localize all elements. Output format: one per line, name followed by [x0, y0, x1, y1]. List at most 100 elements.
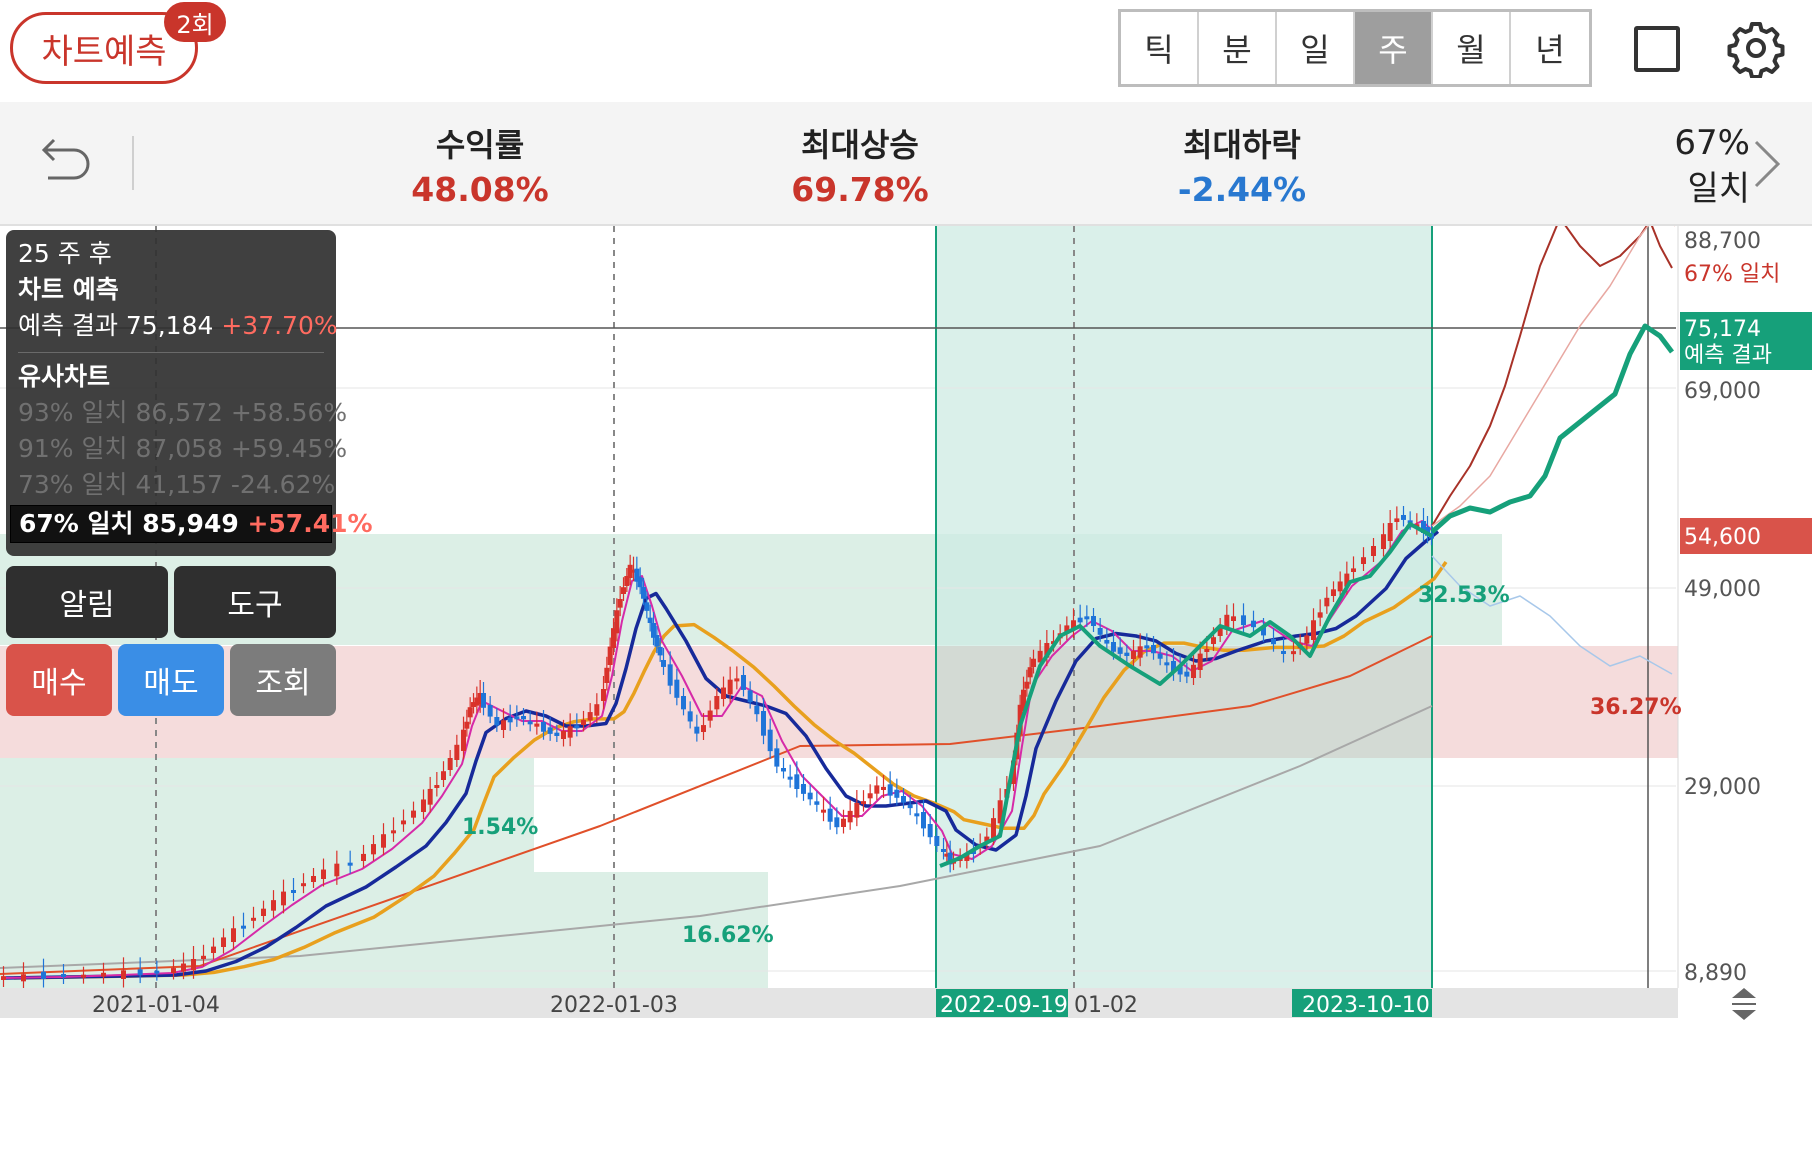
sell-button[interactable]: 매도 — [118, 644, 224, 716]
similar-item[interactable]: 73% 일치 41,157 -24.62% — [18, 467, 335, 503]
x-label-2: 2022-01-03 — [550, 993, 678, 1018]
tools-button[interactable]: 도구 — [174, 566, 336, 638]
stat-max-down: 최대하락 -2.44% — [1112, 120, 1372, 209]
x-label-1: 2021-01-04 — [92, 993, 220, 1018]
chart-canvas: 1.54% 16.62% 32.53% 36.27% 88,700 69,000… — [0, 210, 1812, 1172]
x-axis-area — [0, 988, 1812, 1172]
similar-line-blue — [1431, 555, 1673, 675]
match-tag-bg — [1680, 254, 1812, 290]
y-tick-4: 29,000 — [1684, 775, 1761, 800]
x-label-3: 2022-09-19 — [940, 993, 1068, 1018]
sell-button-label: 매도 — [143, 666, 199, 701]
prediction-result: 예측 결과 75,184 +37.70% — [18, 308, 338, 344]
prediction-line — [1430, 323, 1674, 534]
zone-label-1: 1.54% — [462, 815, 538, 840]
panel-title: 차트 예측 — [18, 275, 119, 304]
y-tick-2: 69,000 — [1684, 379, 1761, 404]
predicted-label-tag: 예측 결과 — [1684, 343, 1772, 368]
stats-bar: 수익률 48.08% 최대상승 69.78% 최대하락 -2.44% 67% 일… — [0, 102, 1812, 226]
top-bar: 차트예측 2회 틱 분 일 주 월 년 — [0, 0, 1812, 102]
similar-line-red — [1431, 217, 1673, 527]
similar-item[interactable]: 93% 일치 86,572 +58.56% — [18, 395, 347, 431]
x-label-start-bg — [936, 989, 1068, 1017]
prediction-info-panel: 25 주 후 차트 예측 예측 결과 75,184 +37.70% 유사차트 9… — [6, 230, 373, 556]
similar-match: 91% 일치 — [18, 434, 128, 463]
ma10-line — [5, 530, 1440, 980]
alert-button-label: 알림 — [59, 588, 115, 623]
result-label: 예측 결과 — [18, 311, 118, 340]
similar-item-selected[interactable]: 67% 일치 85,949 +57.41% — [10, 505, 373, 543]
stat-return-value: 48.08% — [411, 170, 549, 209]
stat-max-down-label: 최대하락 — [1183, 126, 1301, 164]
stat-max-down-value: -2.44% — [1177, 170, 1307, 209]
result-change: +37.70% — [221, 311, 338, 340]
current-tag-bg — [1680, 518, 1812, 554]
x-label-4: 01-02 — [1074, 993, 1138, 1018]
zone-pattern-window — [936, 226, 1432, 988]
stat-max-up: 최대상승 69.78% — [730, 120, 990, 209]
zone-label-2: 16.62% — [682, 923, 774, 948]
predicted-price-tag: 75,174 — [1684, 317, 1761, 342]
view-button-label: 조회 — [255, 666, 311, 701]
similar-line-pink — [1431, 210, 1676, 527]
ma20-line — [13, 560, 1448, 980]
similar-price: 41,157 — [135, 470, 223, 499]
match-line-tag: 67% 일치 — [1684, 262, 1780, 287]
similar-price: 85,949 — [142, 509, 239, 538]
similar-match: 73% 일치 — [18, 470, 128, 499]
stats-divider — [132, 136, 134, 190]
match-label: 일치 — [1687, 169, 1750, 209]
similar-change: +59.45% — [230, 434, 348, 463]
tab-month[interactable]: 월 — [1433, 12, 1511, 84]
ma120-line — [0, 705, 1433, 969]
similar-match: 67% 일치 — [19, 509, 134, 538]
ma60-line — [0, 635, 1433, 975]
stat-max-up-label: 최대상승 — [801, 126, 919, 164]
match-percent: 67% — [1674, 123, 1750, 163]
similar-match: 93% 일치 — [18, 398, 128, 427]
tools-button-label: 도구 — [227, 588, 283, 623]
tab-minute[interactable]: 분 — [1199, 12, 1277, 84]
similar-title: 유사차트 — [18, 362, 111, 391]
zone-label-3: 32.53% — [1418, 583, 1510, 608]
x-label-end-bg — [1292, 989, 1432, 1017]
stat-return-label: 수익률 — [435, 126, 525, 164]
result-value: 75,184 — [125, 311, 214, 340]
price-chart[interactable]: 1.54% 16.62% 32.53% 36.27% 88,700 69,000… — [0, 210, 1812, 1172]
buy-button[interactable]: 매수 — [6, 644, 112, 716]
chevron-right-icon[interactable] — [1746, 136, 1786, 192]
predict-count-badge: 2회 — [164, 2, 226, 42]
similar-price: 87,058 — [135, 434, 223, 463]
y-tick-1: 88,700 — [1684, 229, 1761, 254]
zone-label-4: 36.27% — [1590, 695, 1682, 720]
predicted-tag-bg — [1680, 312, 1812, 370]
undo-arrow-icon[interactable] — [36, 132, 96, 192]
tab-tick[interactable]: 틱 — [1121, 12, 1199, 84]
tab-year[interactable]: 년 — [1535, 31, 1565, 69]
view-button[interactable]: 조회 — [230, 644, 336, 716]
pattern-match-line — [939, 522, 1433, 868]
tab-day[interactable]: 일 — [1277, 12, 1355, 84]
stat-return: 수익률 48.08% — [350, 120, 610, 209]
similar-price: 86,572 — [135, 398, 223, 427]
similar-change: +57.41% — [247, 509, 373, 538]
similar-change: -24.62% — [230, 470, 336, 499]
weeks-after: 25 주 후 — [18, 239, 112, 268]
y-tick-3: 49,000 — [1684, 577, 1761, 602]
period-tabs: 틱 분 일 주 월 년 — [1118, 9, 1592, 87]
fullscreen-square-icon[interactable] — [1634, 26, 1680, 72]
gear-icon[interactable] — [1726, 18, 1786, 79]
x-label-5: 2023-10-10 — [1302, 993, 1430, 1018]
scroll-handle-icon[interactable] — [1732, 988, 1756, 1020]
alert-button[interactable]: 알림 — [6, 566, 168, 638]
similar-change: +58.56% — [230, 398, 348, 427]
chart-predict-label: 차트예측 — [41, 31, 167, 72]
tab-week[interactable]: 주 — [1355, 12, 1433, 84]
stat-max-up-value: 69.78% — [791, 170, 929, 209]
similar-item[interactable]: 91% 일치 87,058 +59.45% — [18, 431, 347, 467]
panel-divider — [18, 352, 324, 353]
buy-button-label: 매수 — [31, 666, 87, 701]
current-price-tag: 54,600 — [1684, 525, 1761, 550]
match-indicator[interactable]: 67% 일치 — [1630, 120, 1750, 212]
y-tick-5: 8,890 — [1684, 961, 1747, 986]
